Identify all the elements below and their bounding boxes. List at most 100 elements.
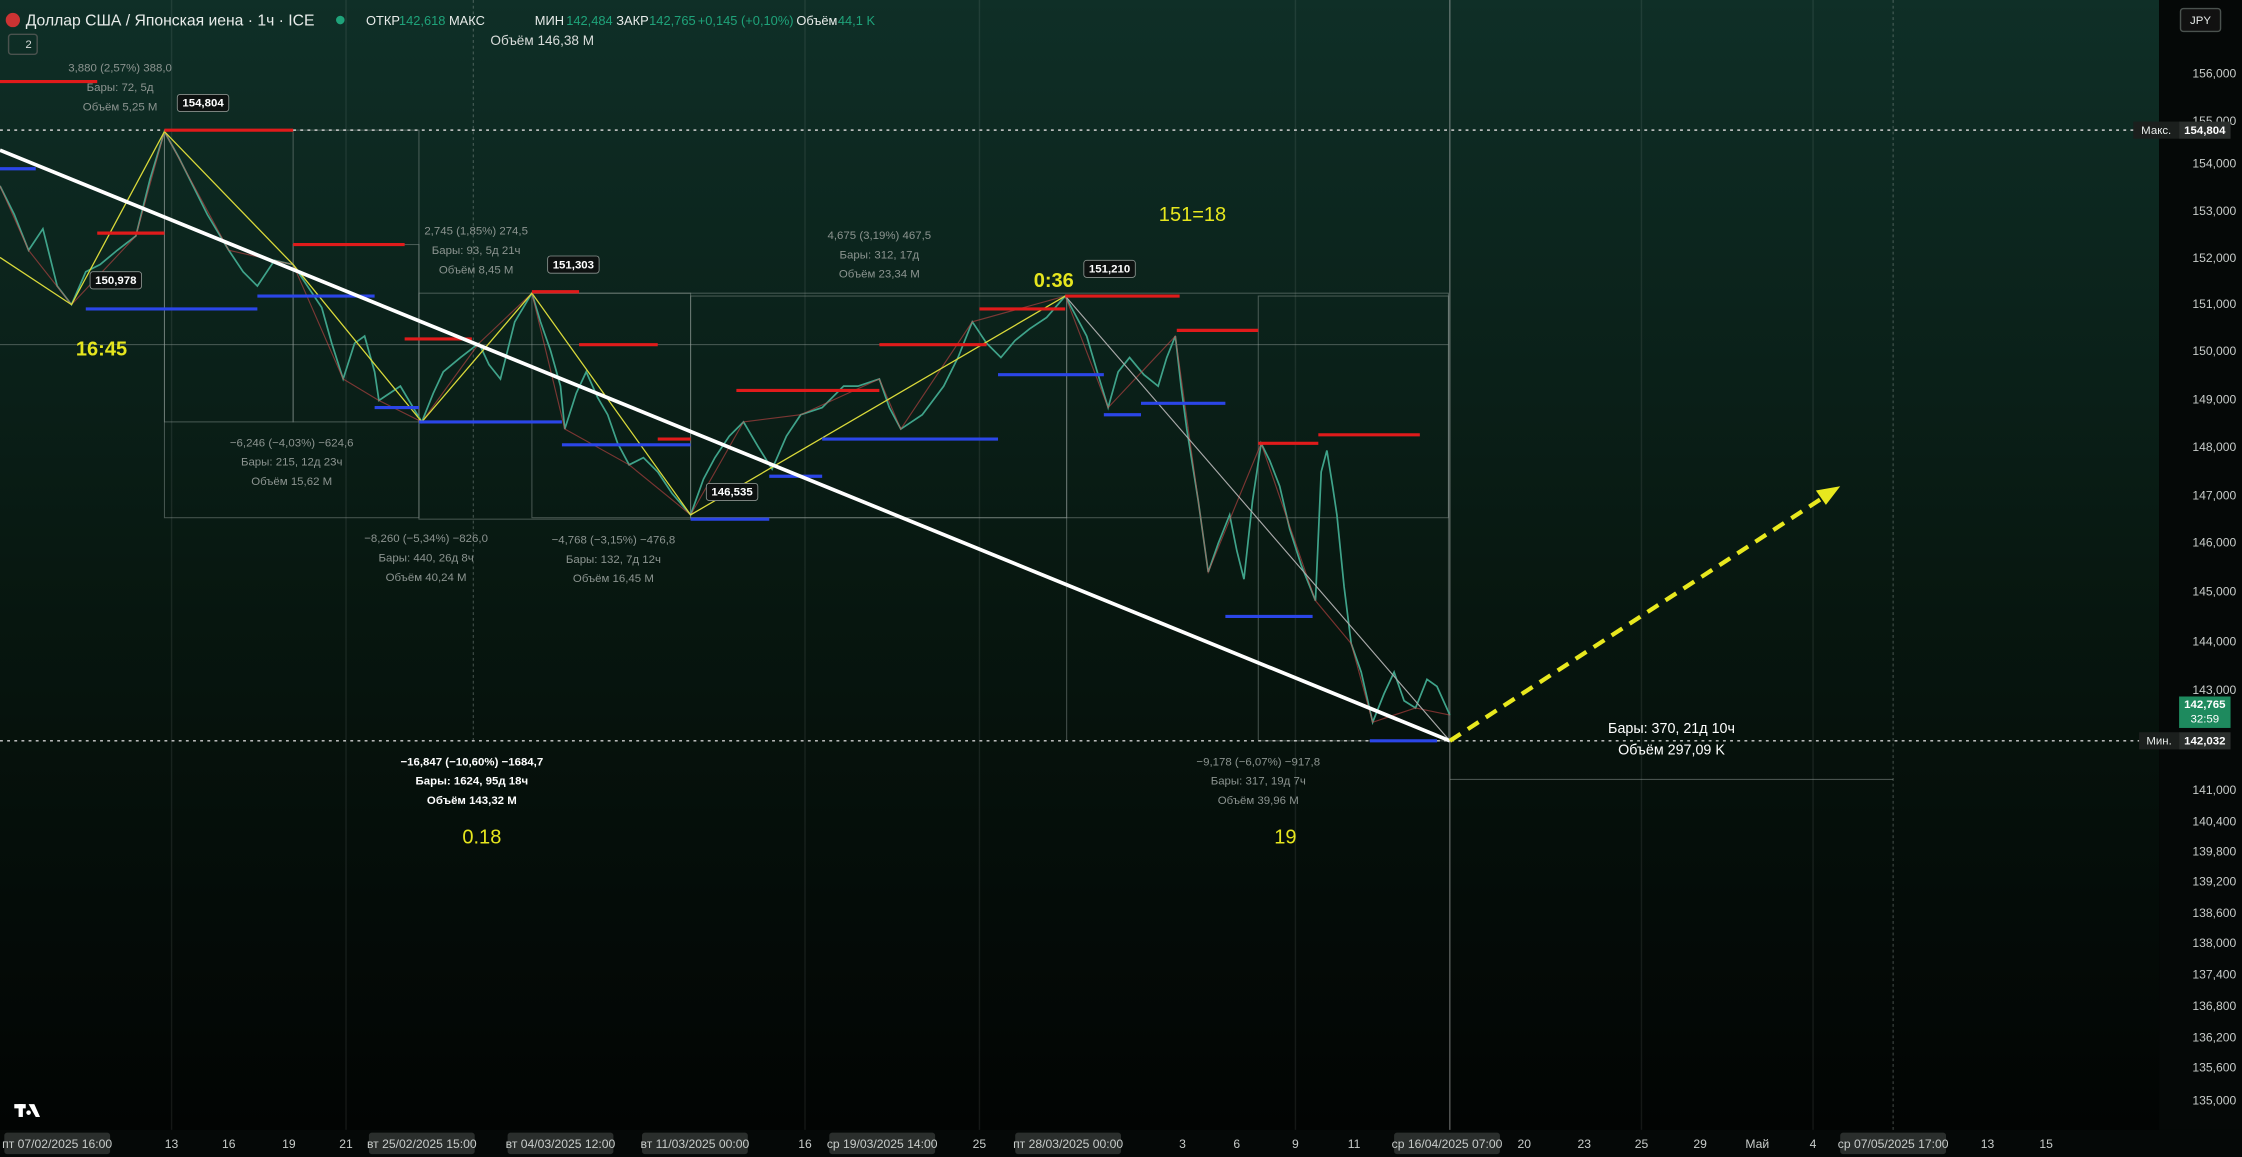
price-tick-label: 141,000 <box>2192 783 2236 797</box>
min-tag-label-box <box>2139 732 2180 750</box>
max-tag-label: Макс. <box>2141 125 2171 137</box>
collapse-button[interactable] <box>7 33 38 56</box>
pivot-label-box <box>705 482 759 501</box>
measure-label: Объём 15,62 M <box>251 476 332 488</box>
measure-label: Бары: 440, 26д 8ч <box>379 552 474 564</box>
time-tick-label: 6 <box>1233 1137 1240 1151</box>
price-tick-label: 150,000 <box>2192 344 2236 358</box>
measure-label: Объём 8,45 M <box>439 264 514 276</box>
measure-label: Объём 143,32 M <box>427 795 517 807</box>
time-tick-label: 29 <box>1693 1137 1707 1151</box>
time-tick-label: 25 <box>973 1137 987 1151</box>
pivot-label: 151,303 <box>553 259 594 271</box>
max-tag-label-box <box>2133 121 2180 139</box>
measure-label: −4,768 (−3,15%) −476,8 <box>552 535 676 547</box>
price-scale <box>2159 0 2242 1157</box>
time-tick-label: 16 <box>222 1137 236 1151</box>
time-tick-label: 11 <box>1348 1137 1361 1151</box>
time-highlight <box>4 1132 111 1155</box>
price-tick-label: 139,800 <box>2192 845 2236 859</box>
measure-label: Бары: 132, 7д 12ч <box>566 554 661 566</box>
price-tick-label: 135,600 <box>2192 1061 2236 1075</box>
price-tick-label: 144,000 <box>2192 634 2236 648</box>
measure-label: Объём 40,24 M <box>386 572 467 584</box>
measure-label: 4,675 (3,19%) 467,5 <box>828 230 932 242</box>
collapse-count: 2 <box>25 39 31 51</box>
time-highlight <box>642 1132 748 1155</box>
time-tick-label: ср 16/04/2025 07:00 <box>1392 1137 1503 1151</box>
measure-label: Объём 23,34 M <box>839 269 920 281</box>
price-tick-label: 146,000 <box>2192 536 2236 550</box>
annotation: 19 <box>1274 826 1296 848</box>
drawings <box>0 0 2160 1130</box>
ohlc-open: 142,618 <box>399 13 445 28</box>
pivot-label: 150,978 <box>95 275 137 287</box>
ohlc-open-label: ОТКР <box>366 13 400 28</box>
time-highlight <box>1394 1132 1500 1155</box>
price-tick-label: 153,000 <box>2192 204 2236 218</box>
price-tick-label: 143,000 <box>2192 683 2236 697</box>
last-tag-box <box>2179 696 2231 728</box>
ohlc-low-label: МИН <box>535 13 564 28</box>
pivot-label-box <box>547 255 600 274</box>
price-tick-label: 148,000 <box>2192 440 2236 454</box>
ohlc-close-label: ЗАКР <box>616 13 648 28</box>
annotation: 0:36 <box>1034 270 1074 292</box>
time-highlight <box>829 1132 936 1155</box>
symbol-icon <box>5 12 21 28</box>
measure-label: Бары: 215, 12д 23ч <box>241 457 343 469</box>
measure-label: −6,246 (−4,03%) −624,6 <box>230 437 354 449</box>
measure-label: Бары: 370, 21д 10ч <box>1608 721 1735 737</box>
ohlc-low: 142,484 <box>566 13 612 28</box>
measure-label: −9,178 (−6,07%) −917,8 <box>1196 756 1320 768</box>
measure-label: Бары: 317, 19д 7ч <box>1211 776 1306 788</box>
annotation: 0.18 <box>462 826 501 848</box>
time-tick-label: 21 <box>339 1137 353 1151</box>
tv-logo <box>14 1104 41 1117</box>
trend-line <box>0 148 1451 743</box>
forecast-arrow <box>1448 493 1829 743</box>
time-tick-label: 25 <box>1635 1137 1649 1151</box>
currency-button[interactable] <box>2179 7 2222 33</box>
time-tick-label: вт 04/03/2025 12:00 <box>506 1137 616 1151</box>
price-tick-label: 154,000 <box>2192 157 2236 171</box>
ohlc-change: +0,145 (+0,10%) <box>698 13 794 28</box>
price-tick-label: 140,400 <box>2192 815 2236 829</box>
time-tick-label: 20 <box>1517 1137 1531 1151</box>
bar-countdown: 32:59 <box>2191 713 2220 725</box>
price-wicks <box>0 130 1450 723</box>
measure-label: Бары: 312, 17д <box>840 249 920 261</box>
time-tick-label: пт 28/03/2025 00:00 <box>1013 1137 1123 1151</box>
price-tick-label: 138,600 <box>2192 906 2236 920</box>
ohlc-volume-label: Объём <box>796 13 837 28</box>
measure-label: Бары: 72, 5д <box>87 82 154 94</box>
annotation: 151=18 <box>1159 204 1226 226</box>
price-tick-label: 135,000 <box>2192 1093 2236 1107</box>
time-tick-label: ср 19/03/2025 14:00 <box>827 1137 938 1151</box>
time-tick-label: вт 25/02/2025 15:00 <box>367 1137 477 1151</box>
price-tick-label: 151,000 <box>2192 297 2236 311</box>
last-price: 142,765 <box>2184 699 2226 711</box>
overlay-volume: Объём 146,38 M <box>490 33 594 48</box>
chart-area <box>0 0 2160 1130</box>
measure-label: Бары: 93, 5д 21ч <box>432 245 521 257</box>
time-tick-label: 23 <box>1578 1137 1592 1151</box>
price-tick-label: 136,800 <box>2192 999 2236 1013</box>
time-tick-label: пт 07/02/2025 16:00 <box>2 1137 112 1151</box>
pivot-label-box <box>176 93 230 112</box>
ohlc-high-label: МАКС <box>449 13 485 28</box>
measure-label: −8,260 (−5,34%) −826,0 <box>364 533 488 545</box>
price-tick-label: 136,200 <box>2192 1030 2236 1044</box>
ohlc-volume: 44,1 K <box>838 13 876 28</box>
time-highlight <box>1015 1132 1121 1155</box>
market-status <box>336 15 345 25</box>
zigzag <box>0 130 1066 516</box>
time-tick-label: 9 <box>1292 1137 1299 1151</box>
time-highlight <box>507 1132 614 1155</box>
measure-label: Объём 5,25 M <box>83 101 158 113</box>
price-tick-label: 156,000 <box>2192 67 2236 81</box>
price-tick-label: 145,000 <box>2192 584 2236 598</box>
ohlc-close: 142,765 <box>649 13 695 28</box>
measure-label: Бары: 1624, 95д 18ч <box>416 776 529 788</box>
